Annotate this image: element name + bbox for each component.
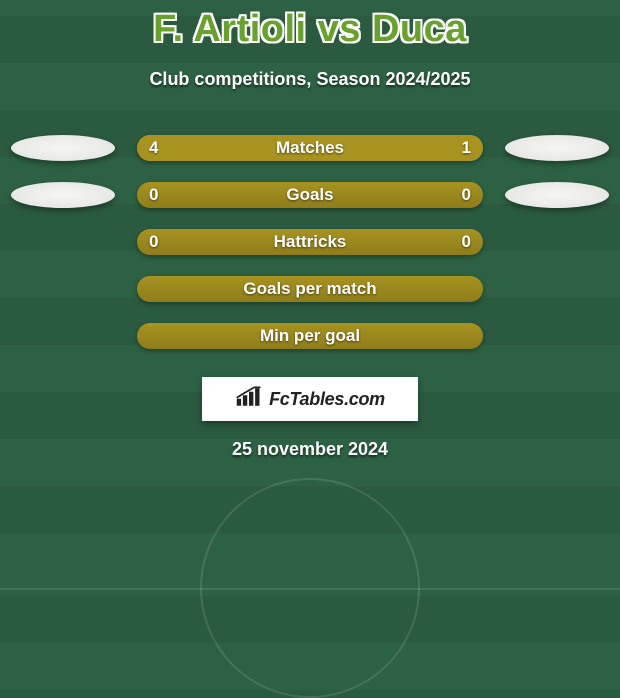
stat-bar: Min per goal [137, 323, 483, 349]
pad-spacer [505, 323, 609, 349]
stat-row: 0Hattricks0 [0, 229, 620, 255]
player-pad-right [505, 135, 609, 161]
stat-row: Min per goal [0, 323, 620, 349]
stat-bar: 4Matches1 [137, 135, 483, 161]
pad-spacer [11, 229, 115, 255]
stat-label: Matches [137, 135, 483, 161]
stat-label: Hattricks [137, 229, 483, 255]
pad-spacer [505, 229, 609, 255]
stat-row: 0Goals0 [0, 182, 620, 208]
player-pad-left [11, 182, 115, 208]
stat-value-right: 0 [462, 229, 471, 255]
brand-badge[interactable]: FcTables.com [202, 377, 418, 421]
stat-row: 4Matches1 [0, 135, 620, 161]
stat-bar: Goals per match [137, 276, 483, 302]
datestamp: 25 november 2024 [0, 439, 620, 460]
stat-row: Goals per match [0, 276, 620, 302]
stat-label: Goals [137, 182, 483, 208]
pad-spacer [11, 323, 115, 349]
stat-bar: 0Goals0 [137, 182, 483, 208]
subtitle: Club competitions, Season 2024/2025 [0, 69, 620, 90]
pad-spacer [11, 276, 115, 302]
stats-container: 4Matches10Goals00Hattricks0Goals per mat… [0, 135, 620, 349]
page-title: F. Artioli vs Duca [0, 8, 620, 51]
brand-name: FcTables.com [269, 389, 385, 410]
stat-value-right: 0 [462, 182, 471, 208]
player-pad-left [11, 135, 115, 161]
player-pad-right [505, 182, 609, 208]
stat-label: Min per goal [137, 323, 483, 349]
stat-bar: 0Hattricks0 [137, 229, 483, 255]
stat-value-right: 1 [462, 135, 471, 161]
chart-icon [235, 386, 263, 413]
pad-spacer [505, 276, 609, 302]
stat-label: Goals per match [137, 276, 483, 302]
